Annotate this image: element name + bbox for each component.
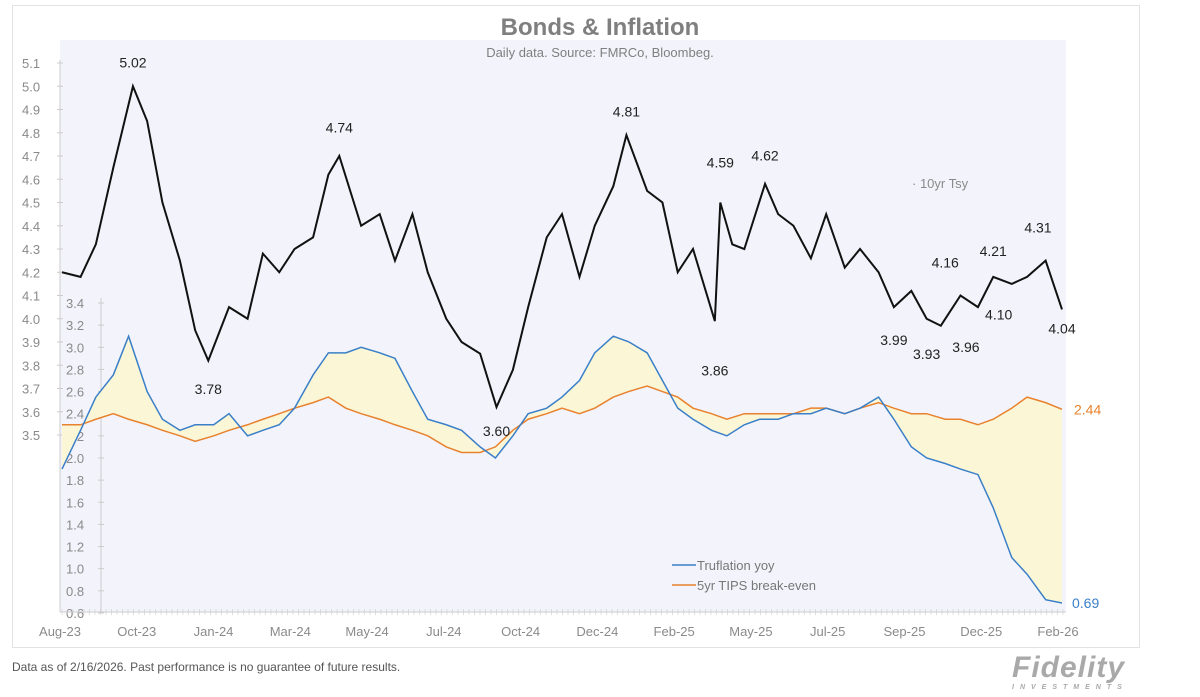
tsy-annotation: 4.62 [751, 148, 778, 164]
tsy-annotation: 3.86 [701, 362, 728, 378]
left-axis-tick-label: 5.0 [22, 79, 40, 94]
tsy-legend-label: · 10yr Tsy [912, 176, 969, 191]
inner-axis-tick-label: 1.4 [66, 517, 84, 532]
chart-frame [12, 5, 1140, 648]
x-axis-tick-label: May-24 [345, 624, 388, 639]
x-axis-tick-label: Jul-25 [810, 624, 845, 639]
inner-axis-tick-label: 1.8 [66, 473, 84, 488]
plot-background [60, 40, 1066, 612]
x-axis-tick-label: May-25 [729, 624, 772, 639]
breakeven-line [62, 385, 1063, 454]
left-axis-tick-label: 4.4 [22, 219, 40, 234]
tsy-annotation: 3.93 [913, 346, 940, 362]
left-axis-tick-label: 3.8 [22, 358, 40, 373]
truflation-end-label: 0.69 [1072, 595, 1099, 611]
tsy-annotation: 4.10 [985, 307, 1012, 323]
tsy-annotation: 4.59 [707, 155, 734, 171]
left-axis-tick-label: 4.5 [22, 196, 40, 211]
tsy-annotation: 4.16 [932, 255, 959, 271]
inner-axis-tick-label: 2.6 [66, 385, 84, 400]
x-axis-tick-label: Dec-24 [576, 624, 618, 639]
inner-axis-tick-label: 0.8 [66, 584, 84, 599]
truflation-line [61, 334, 1063, 604]
left-axis-tick-label: 3.6 [22, 405, 40, 420]
breakeven-end-label: 2.44 [1074, 401, 1101, 417]
tsy-annotation: 3.60 [483, 423, 510, 439]
chart-title: Bonds & Inflation [500, 14, 700, 41]
x-axis-tick-label: Jan-24 [194, 624, 234, 639]
inner-axis-tick-label: 2.8 [66, 362, 84, 377]
x-axis-tick-label: Feb-26 [1037, 624, 1078, 639]
inner-axis-tick-label: 3.2 [66, 318, 84, 333]
left-axis-tick-label: 4.0 [22, 312, 40, 327]
legend-label-breakeven: 5yr TIPS break-even [697, 578, 816, 593]
x-axis-tick-label: Mar-24 [270, 624, 311, 639]
x-axis-tick-label: Oct-23 [117, 624, 156, 639]
tsy-annotation: 3.99 [880, 332, 907, 348]
tsy-annotation: 4.31 [1024, 220, 1051, 236]
left-axis-tick-label: 3.7 [22, 382, 40, 397]
inner-axis-tick-label: 1.2 [66, 540, 84, 555]
left-axis-tick-label: 4.8 [22, 126, 40, 141]
left-axis-tick-label: 5.1 [22, 56, 40, 71]
inner-axis-tick-label: 3.0 [66, 340, 84, 355]
left-axis-tick-label: 4.9 [22, 103, 40, 118]
left-axis-tick-label: 3.9 [22, 335, 40, 350]
disclaimer: Data as of 2/16/2026. Past performance i… [12, 660, 401, 674]
left-axis-tick-label: 4.1 [22, 289, 40, 304]
tsy-annotation: 4.21 [980, 243, 1007, 259]
inner-axis-tick-label: 2.0 [66, 451, 84, 466]
tsy-annotation: 3.96 [952, 339, 979, 355]
x-axis-tick-label: Feb-25 [654, 624, 695, 639]
legend-label-truflation: Truflation yoy [697, 558, 775, 573]
left-axis-tick-label: 4.7 [22, 149, 40, 164]
left-axis-tick-label: 4.2 [22, 265, 40, 280]
inner-axis-tick-label: 3.4 [66, 296, 84, 311]
x-axis-tick-label: Dec-25 [960, 624, 1002, 639]
fidelity-logo: Fidelity INVESTMENTS [1012, 652, 1128, 692]
logo-text: Fidelity [1012, 651, 1126, 684]
inner-axis-tick-label: 1.0 [66, 562, 84, 577]
left-axis-tick-label: 4.6 [22, 172, 40, 187]
inner-axis-tick-label: 1.6 [66, 495, 84, 510]
logo-subtext: INVESTMENTS [1012, 684, 1128, 691]
tsy-line [61, 82, 1063, 410]
x-axis-tick-label: Jul-24 [426, 624, 461, 639]
x-axis-tick-label: Oct-24 [501, 624, 540, 639]
tsy-annotation: 4.81 [613, 103, 640, 119]
tsy-annotation: 4.04 [1048, 320, 1075, 336]
x-axis-tick-label: Aug-23 [39, 624, 81, 639]
inner-axis-tick-label: 2.4 [66, 407, 84, 422]
chart-subtitle: Daily data. Source: FMRCo, Bloombeg. [486, 45, 714, 60]
left-axis-tick-label: 4.3 [22, 242, 40, 257]
tsy-annotation: 3.78 [195, 381, 222, 397]
tsy-annotation: 4.74 [326, 120, 353, 136]
inner-axis-tick-label: 0.6 [66, 606, 84, 621]
tsy-annotation: 5.02 [119, 55, 146, 71]
left-axis-tick-label: 3.5 [22, 428, 40, 443]
x-axis-tick-label: Sep-25 [884, 624, 926, 639]
